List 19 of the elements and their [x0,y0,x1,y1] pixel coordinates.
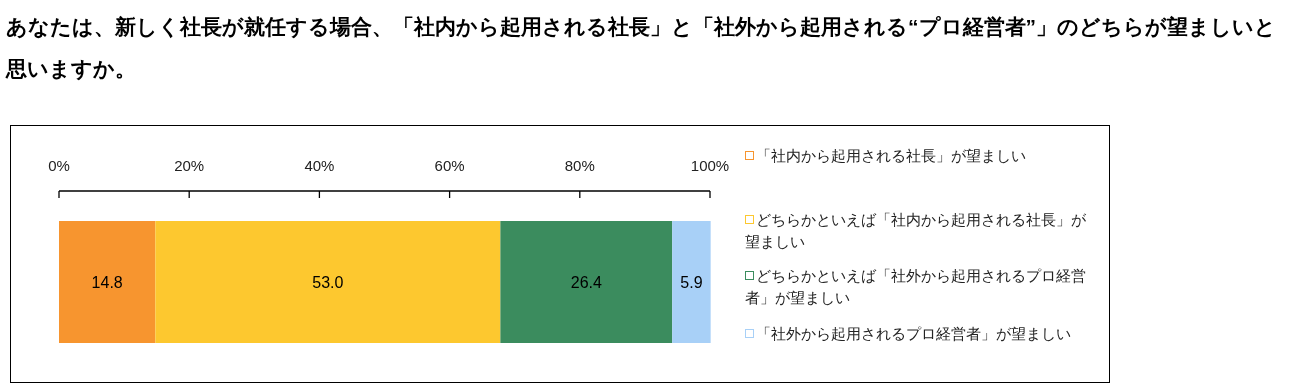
legend-label: どちらかといえば「社内から起用される社長」が望ましい [745,211,1086,250]
x-tick-label: 60% [434,157,465,174]
x-tick-label: 100% [690,157,730,174]
bar [155,221,501,343]
legend-label: 「社外から起用されるプロ経営者」が望ましい [756,325,1071,342]
bar [59,221,156,343]
data-label: 14.8 [91,274,123,291]
data-label: 53.0 [312,274,344,291]
data-label: 5.9 [680,274,703,291]
data-label: 26.4 [570,274,602,291]
legend-label: 「社内から起用される社長」が望ましい [756,147,1026,164]
x-tick-label: 0% [48,157,70,174]
x-tick-label: 80% [564,157,595,174]
bar [500,221,673,343]
bar [672,221,711,343]
x-tick-label: 40% [304,157,335,174]
x-tick-label: 20% [174,157,205,174]
chart-title: あなたは、新しく社長が就任する場合、「社内から起用される社長」と「社外から起用される“プロ経営者”」のどちらが望ましいと思いますか。 [6,14,1277,82]
legend-label: どちらかといえば「社外から起用されるプロ経営者」が望ましい [745,267,1086,306]
